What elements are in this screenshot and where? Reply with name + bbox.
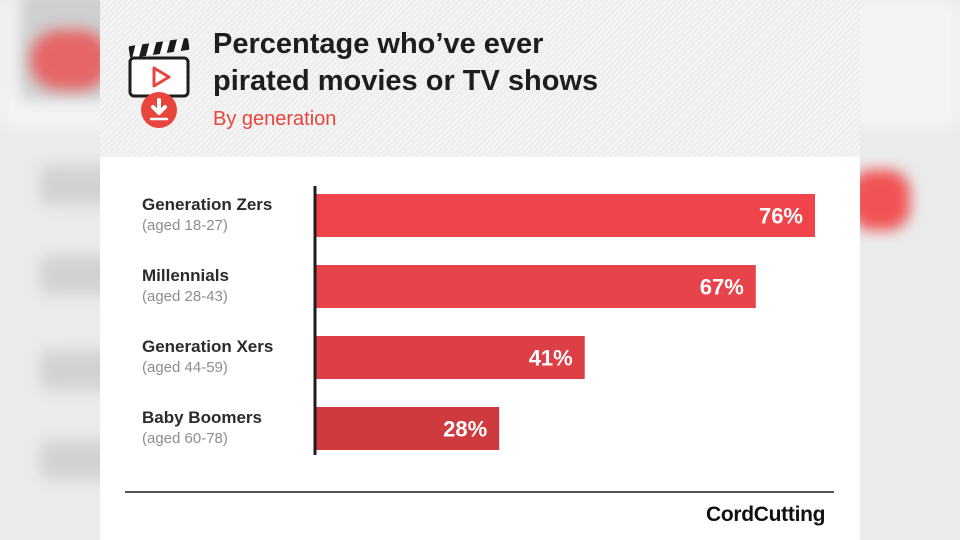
- chart-title: Percentage who’ve ever pirated movies or…: [213, 28, 599, 97]
- category-age-range: (aged 28-43): [142, 288, 228, 305]
- bar-generation-xers: [315, 336, 585, 379]
- category-label: Generation Xers: [142, 337, 274, 356]
- category-age-range: (aged 44-59): [142, 359, 228, 376]
- chart-subtitle: By generation: [213, 108, 337, 130]
- bar-chart: 76% 67% 41% 28%: [313, 186, 815, 455]
- card-header: [100, 0, 860, 157]
- category-age-range: (aged 60-78): [142, 430, 228, 447]
- bar-millennials: [315, 265, 756, 308]
- clapperboard-icon: [128, 38, 190, 128]
- category-label: Millennials: [142, 266, 229, 285]
- category-label: Baby Boomers: [142, 408, 262, 427]
- footer-divider: [125, 491, 834, 493]
- download-icon: [141, 92, 177, 128]
- bar-generation-zers: [315, 194, 815, 237]
- bar-value-label: 28%: [443, 417, 487, 442]
- category-age-range: (aged 18-27): [142, 217, 228, 234]
- bar-value-label: 76%: [759, 204, 803, 229]
- infographic-card: Percentage who’ve ever pirated movies or…: [100, 0, 860, 540]
- bar-value-label: 67%: [700, 275, 744, 300]
- category-label: Generation Zers: [142, 195, 273, 214]
- bar-baby-boomers: [315, 407, 500, 450]
- bar-value-label: 41%: [529, 346, 573, 371]
- brand-logo: CordCutting: [706, 503, 826, 526]
